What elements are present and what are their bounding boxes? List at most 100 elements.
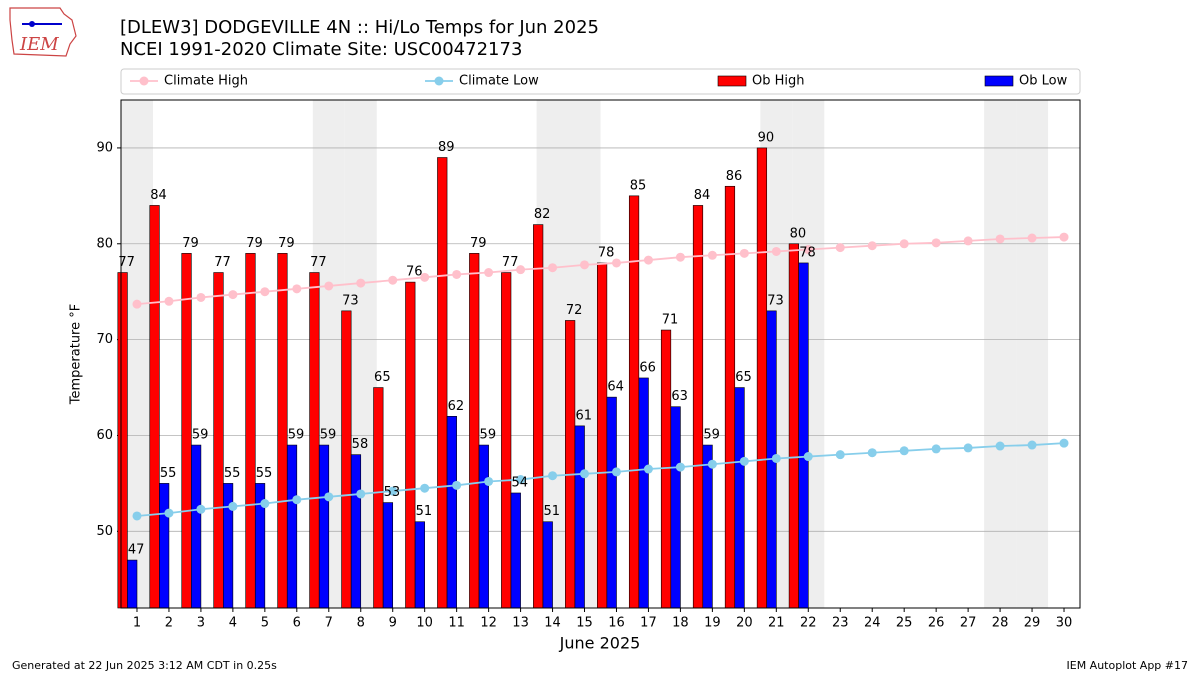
point	[1059, 438, 1069, 448]
logo: IEM	[9, 7, 77, 57]
value-label: 79	[246, 236, 263, 251]
x-tick-label: 18	[672, 616, 689, 631]
point	[420, 483, 430, 493]
x-tick-label: 26	[928, 616, 945, 631]
point	[675, 462, 685, 472]
point	[771, 246, 781, 256]
value-label: 72	[566, 303, 583, 318]
point	[388, 486, 398, 496]
bar	[788, 243, 799, 609]
bar	[692, 205, 704, 609]
point	[484, 268, 494, 278]
point	[548, 471, 558, 481]
x-tick-label: 7	[325, 616, 333, 631]
footer-right: IEM Autoplot App #17	[1067, 659, 1189, 672]
x-tick-label: 11	[448, 616, 465, 631]
value-label: 59	[320, 428, 337, 443]
value-label: 77	[502, 255, 519, 270]
x-tick-label: 17	[640, 616, 657, 631]
point	[164, 296, 174, 306]
point	[643, 255, 653, 265]
x-tick-label: 8	[357, 616, 365, 631]
x-tick-label: 16	[608, 616, 625, 631]
point	[643, 464, 653, 474]
point	[931, 444, 941, 454]
value-label: 65	[735, 370, 752, 385]
chart-subtitle: NCEI 1991-2020 Climate Site: USC00472173	[120, 39, 522, 60]
bar	[159, 483, 170, 609]
point	[995, 441, 1005, 451]
bar	[309, 272, 320, 609]
value-label: 85	[630, 178, 647, 193]
bar	[510, 492, 521, 609]
value-label: 61	[575, 408, 592, 423]
value-label: 54	[512, 475, 529, 490]
value-label: 62	[448, 399, 465, 414]
y-tick-label: 70	[96, 332, 113, 347]
bar	[437, 157, 448, 609]
x-tick-label: 20	[736, 616, 753, 631]
value-label: 77	[310, 255, 327, 270]
point	[420, 272, 430, 282]
legend-label: Ob Low	[1019, 74, 1068, 89]
point	[228, 501, 238, 511]
value-label: 55	[224, 466, 241, 481]
point	[516, 265, 526, 275]
legend-swatch	[984, 75, 1014, 87]
point	[452, 480, 462, 490]
x-tick-label: 29	[1024, 616, 1041, 631]
point	[611, 467, 621, 477]
x-tick-label: 1	[133, 616, 141, 631]
point	[260, 499, 270, 509]
bar	[478, 444, 489, 609]
point	[292, 495, 302, 505]
point	[899, 239, 909, 249]
point	[548, 263, 558, 273]
bar	[574, 425, 585, 609]
bar	[318, 444, 330, 609]
bar	[117, 272, 128, 609]
bar	[565, 320, 576, 609]
legend-label: Climate Low	[459, 74, 539, 89]
x-axis-label: June 2025	[559, 634, 641, 653]
point	[995, 234, 1005, 244]
weekend-band	[984, 100, 1017, 608]
point	[292, 284, 302, 294]
chart-title: [DLEW3] DODGEVILLE 4N :: Hi/Lo Temps for…	[120, 17, 599, 38]
point	[899, 446, 909, 456]
point	[196, 504, 206, 514]
point	[388, 275, 398, 285]
point	[132, 299, 142, 309]
point	[356, 489, 366, 499]
point	[1027, 440, 1037, 450]
bar	[222, 483, 234, 609]
bar	[756, 147, 768, 609]
legend-swatch	[717, 75, 747, 87]
point	[580, 469, 590, 479]
value-label: 59	[480, 428, 497, 443]
logo-text: IEM	[19, 34, 59, 55]
point	[835, 243, 845, 253]
value-label: 65	[374, 370, 391, 385]
y-tick-label: 60	[96, 428, 113, 443]
point	[963, 443, 973, 453]
point	[1027, 233, 1037, 243]
bar	[277, 253, 288, 609]
value-label: 89	[438, 140, 455, 155]
value-label: 79	[470, 236, 487, 251]
point	[228, 290, 238, 300]
bar	[533, 224, 544, 609]
point	[260, 287, 270, 297]
y-tick-label: 80	[96, 236, 113, 251]
bar	[213, 272, 224, 609]
bar	[606, 396, 617, 609]
value-label: 51	[543, 504, 560, 519]
value-label: 80	[790, 226, 807, 241]
value-label: 63	[671, 389, 688, 404]
x-tick-label: 25	[896, 616, 913, 631]
value-label: 59	[192, 428, 209, 443]
point	[196, 292, 206, 302]
bar	[638, 377, 649, 609]
bar	[350, 454, 362, 609]
